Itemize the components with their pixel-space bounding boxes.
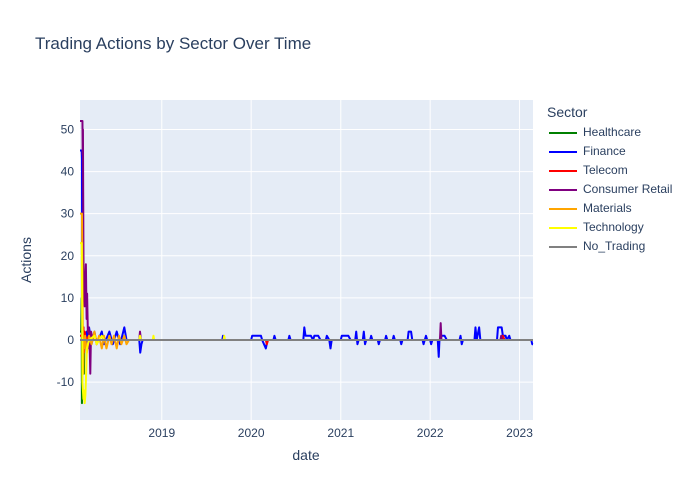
legend-label: Healthcare bbox=[583, 125, 642, 139]
y-tick-label: 30 bbox=[61, 207, 75, 221]
series-line-consumer-retail[interactable] bbox=[80, 120, 533, 375]
legend-title: Sector bbox=[547, 104, 588, 120]
y-tick-label: 10 bbox=[61, 291, 75, 305]
y-tick-label: 20 bbox=[61, 249, 75, 263]
legend-label: Consumer Retail bbox=[583, 182, 673, 196]
x-tick-label: 2023 bbox=[506, 426, 533, 440]
chart-title: Trading Actions by Sector Over Time bbox=[35, 34, 312, 53]
series-layer bbox=[80, 120, 534, 405]
legend-label: Telecom bbox=[583, 163, 628, 177]
x-tick-label: 2022 bbox=[417, 426, 444, 440]
legend-label: No_Trading bbox=[583, 239, 646, 253]
plot-area bbox=[80, 100, 533, 420]
legend-label: Materials bbox=[583, 201, 632, 215]
y-tick-label: -10 bbox=[57, 375, 75, 389]
x-tick-label: 2021 bbox=[327, 426, 354, 440]
legend-swatch bbox=[549, 208, 577, 210]
x-tick-label: 2020 bbox=[238, 426, 265, 440]
legend-swatch bbox=[549, 227, 577, 229]
x-tick-label: 2019 bbox=[148, 426, 175, 440]
legend-swatch bbox=[549, 132, 577, 134]
y-axis-title: Actions bbox=[18, 237, 34, 283]
legend-label: Finance bbox=[583, 144, 626, 158]
axis-layer: -10 0 10 20 30 40 50 2019 2020 2021 2022 2023 bbox=[57, 122, 534, 440]
y-tick-label: 50 bbox=[61, 122, 75, 136]
x-axis-title: date bbox=[292, 447, 319, 463]
legend-swatch bbox=[549, 246, 577, 248]
legend-swatch bbox=[549, 189, 577, 191]
legend-swatch bbox=[549, 170, 577, 172]
y-tick-label: 0 bbox=[67, 333, 74, 347]
legend-swatch bbox=[549, 151, 577, 153]
y-tick-label: 40 bbox=[61, 165, 75, 179]
grid-layer bbox=[80, 100, 533, 420]
legend-label: Technology bbox=[583, 220, 644, 234]
